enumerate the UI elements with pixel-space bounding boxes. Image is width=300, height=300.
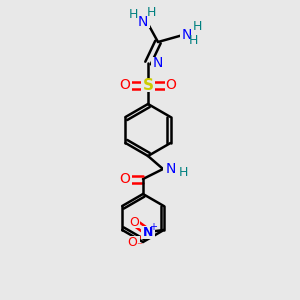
FancyBboxPatch shape — [136, 16, 150, 28]
Text: H: H — [128, 8, 138, 20]
FancyBboxPatch shape — [177, 167, 189, 179]
Text: H: H — [188, 34, 198, 46]
Text: ⁻: ⁻ — [136, 241, 142, 251]
Text: N: N — [182, 28, 192, 42]
FancyBboxPatch shape — [118, 79, 131, 91]
Text: N: N — [166, 162, 176, 176]
FancyBboxPatch shape — [127, 216, 140, 228]
FancyBboxPatch shape — [146, 7, 156, 17]
FancyBboxPatch shape — [141, 226, 155, 238]
Text: O: O — [120, 172, 130, 186]
Text: +: + — [149, 222, 157, 232]
FancyBboxPatch shape — [164, 79, 178, 91]
Text: N: N — [153, 56, 163, 70]
Text: N: N — [142, 226, 153, 238]
Text: O: O — [120, 78, 130, 92]
Text: H: H — [192, 20, 202, 34]
Text: S: S — [142, 77, 154, 92]
Text: O: O — [166, 78, 176, 92]
FancyBboxPatch shape — [180, 29, 194, 41]
FancyBboxPatch shape — [128, 8, 138, 20]
FancyBboxPatch shape — [188, 34, 198, 46]
Text: O: O — [129, 215, 139, 229]
FancyBboxPatch shape — [163, 163, 179, 175]
FancyBboxPatch shape — [123, 236, 140, 248]
Text: H: H — [178, 167, 188, 179]
FancyBboxPatch shape — [118, 173, 131, 185]
FancyBboxPatch shape — [151, 57, 165, 69]
FancyBboxPatch shape — [141, 79, 155, 92]
FancyBboxPatch shape — [192, 22, 202, 32]
Text: H: H — [146, 5, 156, 19]
Text: N: N — [138, 15, 148, 29]
Text: O: O — [127, 236, 137, 248]
